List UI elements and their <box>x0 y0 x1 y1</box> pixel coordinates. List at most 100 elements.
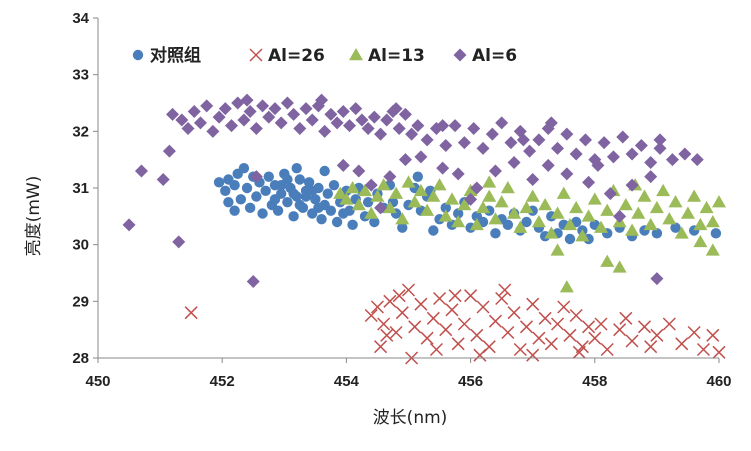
data-point-s1-46 <box>675 337 689 351</box>
data-point-s3-8 <box>175 113 189 127</box>
data-point-s0-51 <box>344 205 355 216</box>
data-point-s3-92 <box>591 158 605 172</box>
data-point-s2-34 <box>544 226 559 239</box>
data-point-s3-86 <box>488 164 502 178</box>
data-point-s0-101 <box>710 228 722 239</box>
data-point-s0-15 <box>263 171 274 182</box>
data-point-s1-49-stroke-b <box>706 328 720 342</box>
data-point-s2-11 <box>401 175 416 188</box>
data-point-s3-33 <box>330 116 344 130</box>
data-point-s0-99 <box>670 222 681 233</box>
data-point-s0-67 <box>428 225 439 236</box>
series-1 <box>184 283 726 365</box>
data-point-s1-30-stroke-b <box>544 337 558 351</box>
data-point-s2-19 <box>451 215 466 228</box>
data-point-s2-23 <box>476 200 491 214</box>
data-point-s0-6 <box>241 182 253 194</box>
data-point-s2-0 <box>333 186 348 199</box>
data-point-s1-55 <box>392 289 406 303</box>
data-point-s3-62 <box>560 127 574 141</box>
data-point-s3-58 <box>523 144 537 158</box>
data-point-s1-54-stroke-b <box>374 340 388 354</box>
data-point-s0-14 <box>260 185 271 197</box>
data-point-s3-74 <box>678 147 692 161</box>
data-point-s3-98 <box>544 116 558 130</box>
data-point-s2-7 <box>376 178 391 191</box>
data-point-s1-27 <box>526 297 540 311</box>
data-point-s0-3 <box>229 179 240 191</box>
data-point-s1-38 <box>594 317 608 331</box>
data-point-s0-47 <box>313 202 324 214</box>
data-point-s1-4-stroke-b <box>383 294 397 308</box>
data-point-s1-40-stroke-b <box>613 323 627 337</box>
data-point-s0-13 <box>257 208 268 219</box>
data-point-s1-27-stroke-b <box>526 297 540 311</box>
data-point-s0-30 <box>310 194 321 205</box>
data-point-s1-58 <box>572 345 586 359</box>
data-point-s3-19 <box>243 105 257 118</box>
data-point-s3-71 <box>644 156 658 169</box>
data-point-s1-9-stroke-b <box>414 297 428 311</box>
data-point-s3-10 <box>187 105 201 118</box>
data-point-s2-55 <box>674 226 689 239</box>
data-point-s1-15-stroke-b <box>451 337 465 351</box>
data-point-s2-18 <box>444 192 459 205</box>
data-point-s2-59 <box>699 200 714 214</box>
data-point-s3-78 <box>352 164 366 178</box>
data-point-s1-50-stroke-b <box>712 345 726 359</box>
data-point-s3-91 <box>582 175 596 189</box>
data-point-s1-42-stroke-b <box>625 334 639 348</box>
data-point-s3-64 <box>578 133 592 147</box>
data-point-s3-95 <box>625 178 639 192</box>
data-point-s0-23 <box>288 211 299 222</box>
data-point-s3-85 <box>470 181 484 195</box>
data-point-s3-77 <box>336 158 350 172</box>
data-point-s0-11 <box>251 191 262 202</box>
data-point-s0-77 <box>490 228 501 239</box>
data-point-s2-63 <box>600 254 615 267</box>
data-point-s3-5 <box>246 275 260 288</box>
data-point-s2-31 <box>525 189 540 202</box>
data-point-s0-18 <box>272 205 284 216</box>
legend-marker-3 <box>453 48 467 62</box>
data-point-s0-5 <box>238 162 250 174</box>
legend-item-2: Al=13 <box>349 46 425 66</box>
data-point-s2-33 <box>538 198 553 211</box>
data-point-s2-64 <box>612 260 627 273</box>
data-point-s3-6 <box>650 272 664 286</box>
data-point-s1-49 <box>706 328 720 342</box>
data-point-s0-1 <box>220 185 231 197</box>
legend-item-1: Al=26 <box>249 46 325 66</box>
data-point-s2-26 <box>494 195 509 208</box>
data-point-s2-58 <box>693 217 708 231</box>
legend-marker-1 <box>249 48 263 62</box>
data-point-s3-34 <box>336 105 350 118</box>
plot-area <box>122 93 726 365</box>
data-point-s1-57 <box>498 283 512 297</box>
data-point-s1-31-stroke-b <box>551 317 565 331</box>
data-point-s1-24-stroke-b <box>507 306 521 320</box>
data-point-s1-59-stroke-b <box>644 340 658 354</box>
data-point-s2-32 <box>531 215 546 228</box>
data-point-s2-49 <box>637 189 652 202</box>
y-tick-label-5: 33 <box>72 67 89 84</box>
legend: 对照组 Al=26 Al=13 Al=6 <box>132 45 517 66</box>
data-point-s0-98 <box>651 228 663 239</box>
data-point-s3-79 <box>364 178 378 192</box>
data-point-s3-100 <box>315 93 329 107</box>
data-point-s3-80 <box>383 170 397 184</box>
legend-item-0: 对照组 <box>132 45 201 66</box>
data-point-s3-11 <box>193 116 207 130</box>
data-point-s3-49 <box>439 139 453 152</box>
data-point-s1-32 <box>557 300 571 314</box>
data-point-s1-43 <box>637 320 652 334</box>
data-point-s1-18 <box>470 328 484 342</box>
data-point-s2-46 <box>618 198 633 211</box>
x-axis-title: 波长(nm) <box>373 408 448 428</box>
data-point-s1-12 <box>433 291 447 306</box>
y-tick-label-0: 28 <box>72 350 89 367</box>
data-point-s3-82 <box>414 150 428 164</box>
data-point-s1-44 <box>650 328 664 342</box>
data-point-s2-2 <box>345 181 360 194</box>
data-point-s2-15 <box>426 189 441 202</box>
